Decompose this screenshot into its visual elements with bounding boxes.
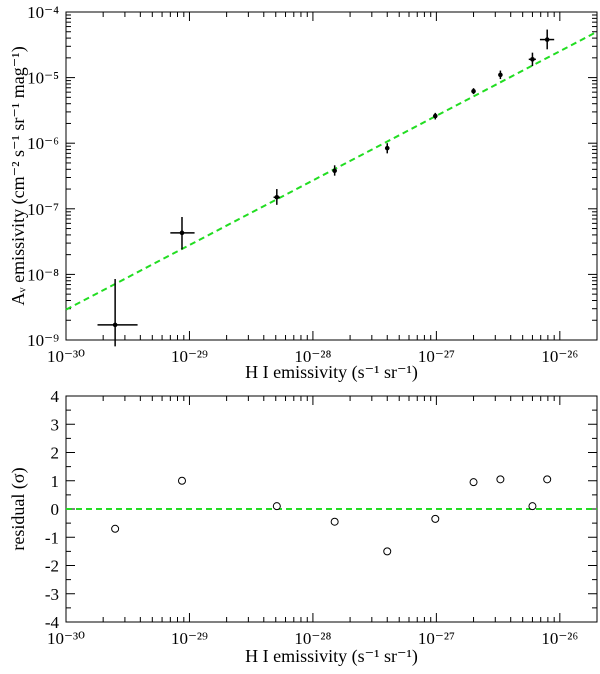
- y-axis-label: residual (σ): [8, 467, 29, 550]
- y-tick-label: 10⁻⁶: [27, 134, 59, 153]
- x-tick-label: 10⁻²⁹: [171, 629, 208, 648]
- data-point: [471, 88, 476, 94]
- y-tick-label: 4: [51, 387, 60, 406]
- y-tick-label: 2: [51, 444, 60, 463]
- top-panel: 10⁻³⁰ 10⁻²⁹ 10⁻²⁸ 10⁻²⁷ 10⁻²⁶ 10⁻⁹ 10⁻⁸ 10⁻⁷ 10⁻…: [8, 3, 598, 383]
- x-axis-label: H I emissivity (s⁻¹ sr⁻¹): [245, 646, 418, 667]
- x-tick-label: 10⁻²⁸: [294, 347, 331, 366]
- x-tick-label: 10⁻³⁰: [47, 629, 85, 648]
- residual-point: [111, 524, 120, 533]
- y-tick-label: 1: [51, 472, 60, 491]
- x-tick-label: 10⁻²⁹: [171, 347, 208, 366]
- y-tick-label: -1: [45, 528, 59, 547]
- residual-point: [383, 547, 392, 556]
- data-point: [179, 230, 185, 236]
- residual-point: [330, 517, 339, 526]
- residual-point: [469, 478, 478, 487]
- data-point: [498, 72, 503, 78]
- y-tick-label: -3: [45, 585, 59, 604]
- fit-line: [65, 30, 598, 311]
- x-tick-label: 10⁻³⁰: [47, 347, 85, 366]
- y-tick-label: -2: [45, 557, 59, 576]
- x-tick-label: 10⁻²⁷: [418, 347, 455, 366]
- data-point: [112, 322, 118, 328]
- data-point: [332, 168, 337, 174]
- data-point: [432, 113, 438, 119]
- plot-frame: [65, 11, 598, 341]
- residual-point: [496, 475, 505, 484]
- x-tick-label: 10⁻²⁶: [541, 347, 578, 366]
- residual-point: [272, 502, 281, 511]
- x-tick-label: 10⁻²⁷: [418, 629, 455, 648]
- residual-point: [528, 502, 537, 511]
- residual-point: [431, 514, 440, 523]
- residual-point: [177, 476, 186, 485]
- data-point: [384, 145, 390, 151]
- data-point: [530, 57, 535, 62]
- y-axis-label: Aᵥ emissivity (cm⁻² s⁻¹ sr⁻¹ mag⁻¹): [8, 46, 29, 305]
- data-point: [274, 194, 280, 200]
- bottom-panel: 10⁻³⁰ 10⁻²⁹ 10⁻²⁸ 10⁻²⁷ 10⁻²⁶ 4 3 2 1 0 -1 -2 -3 -4 H …: [8, 387, 598, 667]
- x-axis-label: H I emissivity (s⁻¹ sr⁻¹): [245, 362, 418, 383]
- x-tick-label: 10⁻²⁶: [541, 629, 578, 648]
- y-tick-label: 10⁻⁷: [27, 200, 59, 219]
- residual-point: [543, 475, 552, 484]
- y-tick-label: 10⁻⁴: [27, 3, 59, 22]
- y-tick-label: 10⁻⁹: [27, 331, 59, 350]
- y-tick-label: 10⁻⁸: [27, 265, 59, 284]
- y-tick-label: 10⁻⁵: [27, 69, 59, 88]
- y-tick-label: -4: [45, 613, 60, 632]
- x-tick-label: 10⁻²⁸: [294, 629, 331, 648]
- y-tick-label: 0: [51, 500, 60, 519]
- y-tick-label: 3: [51, 415, 60, 434]
- data-point: [544, 37, 550, 42]
